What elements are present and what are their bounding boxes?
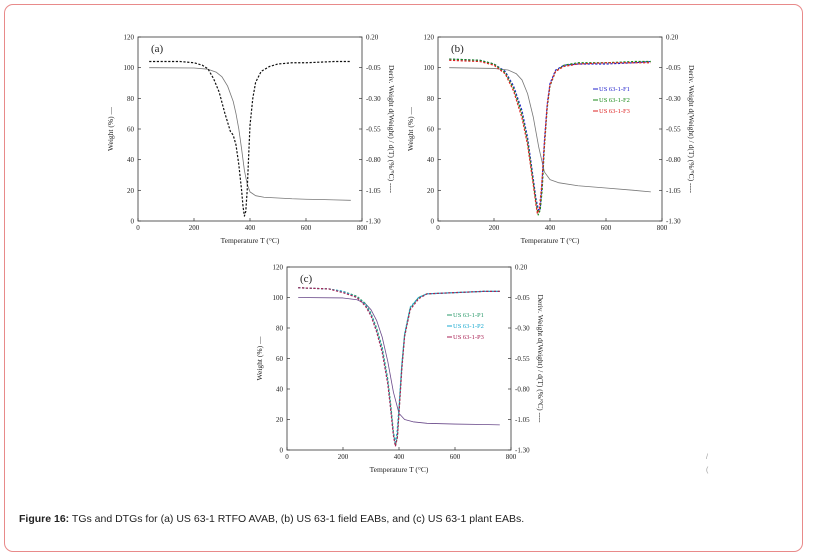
y2-tick-label: -0.05 [666,64,681,72]
tg-curve-1 [149,67,351,201]
x-tick-label: 400 [394,453,405,461]
legend-entry: US 63-1-P2 [453,323,484,330]
y2-tick-label: -0.30 [515,325,530,333]
panel-label: (c) [300,273,313,285]
figure-caption: Figure 16: TGs and DTGs for (a) US 63-1 … [19,513,524,525]
y-tick-label: 0 [280,447,284,455]
plot-frame [286,266,512,451]
y-tick-label: 120 [124,34,135,42]
dtg-curve-3 [449,58,651,216]
y-tick-label: 40 [427,156,435,164]
x-tick-label: 200 [189,224,200,232]
x-tick-label: 400 [245,224,256,232]
y2-tick-label: -0.80 [366,156,381,164]
x-tick-label: 600 [450,453,461,461]
y-tick-label: 40 [276,386,284,394]
y-tick-label: 20 [276,416,284,424]
y-tick-label: 60 [276,355,284,363]
panel-label: (a) [151,43,164,55]
y2-tick-label: -0.80 [666,156,681,164]
y-tick-label: 40 [127,156,135,164]
x-tick-label: 600 [301,224,312,232]
y2-tick-label: -1.05 [366,187,381,195]
y2-tick-label: -0.05 [366,64,381,72]
y2-tick-label: -0.05 [515,294,530,302]
x-axis-label: Temperature T (°C) [221,236,280,245]
y-axis-label: Weight (%) — [255,336,264,380]
x-tick-label: 600 [601,224,612,232]
y2-tick-label: -0.55 [515,355,530,363]
dtg-curve-2 [449,58,651,212]
y2-tick-label: -0.80 [515,386,530,394]
stray-mark: / [706,454,708,461]
y-tick-label: 100 [124,64,135,72]
legend-entry: US 63-1-F1 [599,86,630,93]
x-tick-label: 0 [285,453,289,461]
y-tick-label: 100 [424,64,435,72]
y-tick-label: 120 [273,264,284,272]
y-tick-label: 80 [427,95,435,103]
x-tick-label: 200 [338,453,349,461]
y-axis-label: Weight (%) — [406,107,415,151]
y2-tick-label: 0.20 [666,34,679,42]
legend-entry: US 63-1-F3 [599,108,630,115]
legend-entry: US 63-1-P1 [453,312,484,319]
chart-panel-3: 0 200 400 600 800 0 20 40 60 80 100 120 0.20 -0.05 -0.… [255,264,545,475]
figure-frame [4,4,803,552]
caption-text: TGs and DTGs for (a) US 63-1 RTFO AVAB, … [69,513,525,525]
legend-entry: US 63-1-P3 [453,334,484,341]
y2-tick-label: -1.30 [366,218,381,226]
y-tick-label: 80 [127,95,135,103]
dtg-curve-4 [449,59,651,215]
caption-label: Figure 16: [19,513,70,525]
tg-curve-1 [449,67,651,193]
y-tick-label: 20 [427,187,435,195]
y2-axis-label: Deriv. Weight d(Weight) / d(T) (%/°C) --… [687,65,696,194]
y-tick-label: 80 [276,325,284,333]
y2-tick-label: 0.20 [366,34,379,42]
y2-tick-label: -1.05 [515,416,530,424]
y2-tick-label: -0.55 [666,126,681,134]
y-tick-label: 0 [131,218,135,226]
y2-tick-label: -1.30 [666,218,681,226]
plot-frame [437,36,663,222]
y2-tick-label: -1.05 [666,187,681,195]
dtg-curve-4 [298,287,500,447]
y-tick-label: 120 [424,34,435,42]
legend-entry: US 63-1-F2 [599,97,630,104]
x-tick-label: 800 [357,224,368,232]
dtg-curve-2 [149,60,351,217]
y-tick-label: 20 [127,187,135,195]
chart-panel-2: 0 200 400 600 800 0 20 40 60 80 100 120 0.20 -0.05 -0.… [406,34,696,246]
y2-tick-label: -0.30 [666,95,681,103]
y2-tick-label: -0.30 [366,95,381,103]
x-axis-label: Temperature T (°C) [521,236,580,245]
y2-axis-label: Deriv. Weight d(Weight) / d(T) (%/°C) --… [387,65,396,194]
y2-tick-label: -1.30 [515,447,530,455]
x-tick-label: 800 [657,224,668,232]
x-axis-label: Temperature T (°C) [370,465,429,474]
stray-mark: ( [706,467,709,474]
x-tick-label: 800 [506,453,517,461]
y-tick-label: 0 [431,218,435,226]
x-tick-label: 400 [545,224,556,232]
y-tick-label: 100 [273,294,284,302]
panel-label: (b) [451,43,464,55]
y-tick-label: 60 [127,126,135,134]
y2-axis-label: Deriv. Weight d(Weight) / d(T) (%/°C) --… [536,294,545,423]
chart-panel-1: 0 200 400 600 800 0 20 40 60 80 100 120 0.20 -0.05 -0.… [106,34,396,246]
y-axis-label: Weight (%) — [106,107,115,151]
y-tick-label: 60 [427,126,435,134]
y2-tick-label: 0.20 [515,264,528,272]
x-tick-label: 0 [436,224,440,232]
x-tick-label: 0 [136,224,140,232]
y2-tick-label: -0.55 [366,126,381,134]
x-tick-label: 200 [489,224,500,232]
